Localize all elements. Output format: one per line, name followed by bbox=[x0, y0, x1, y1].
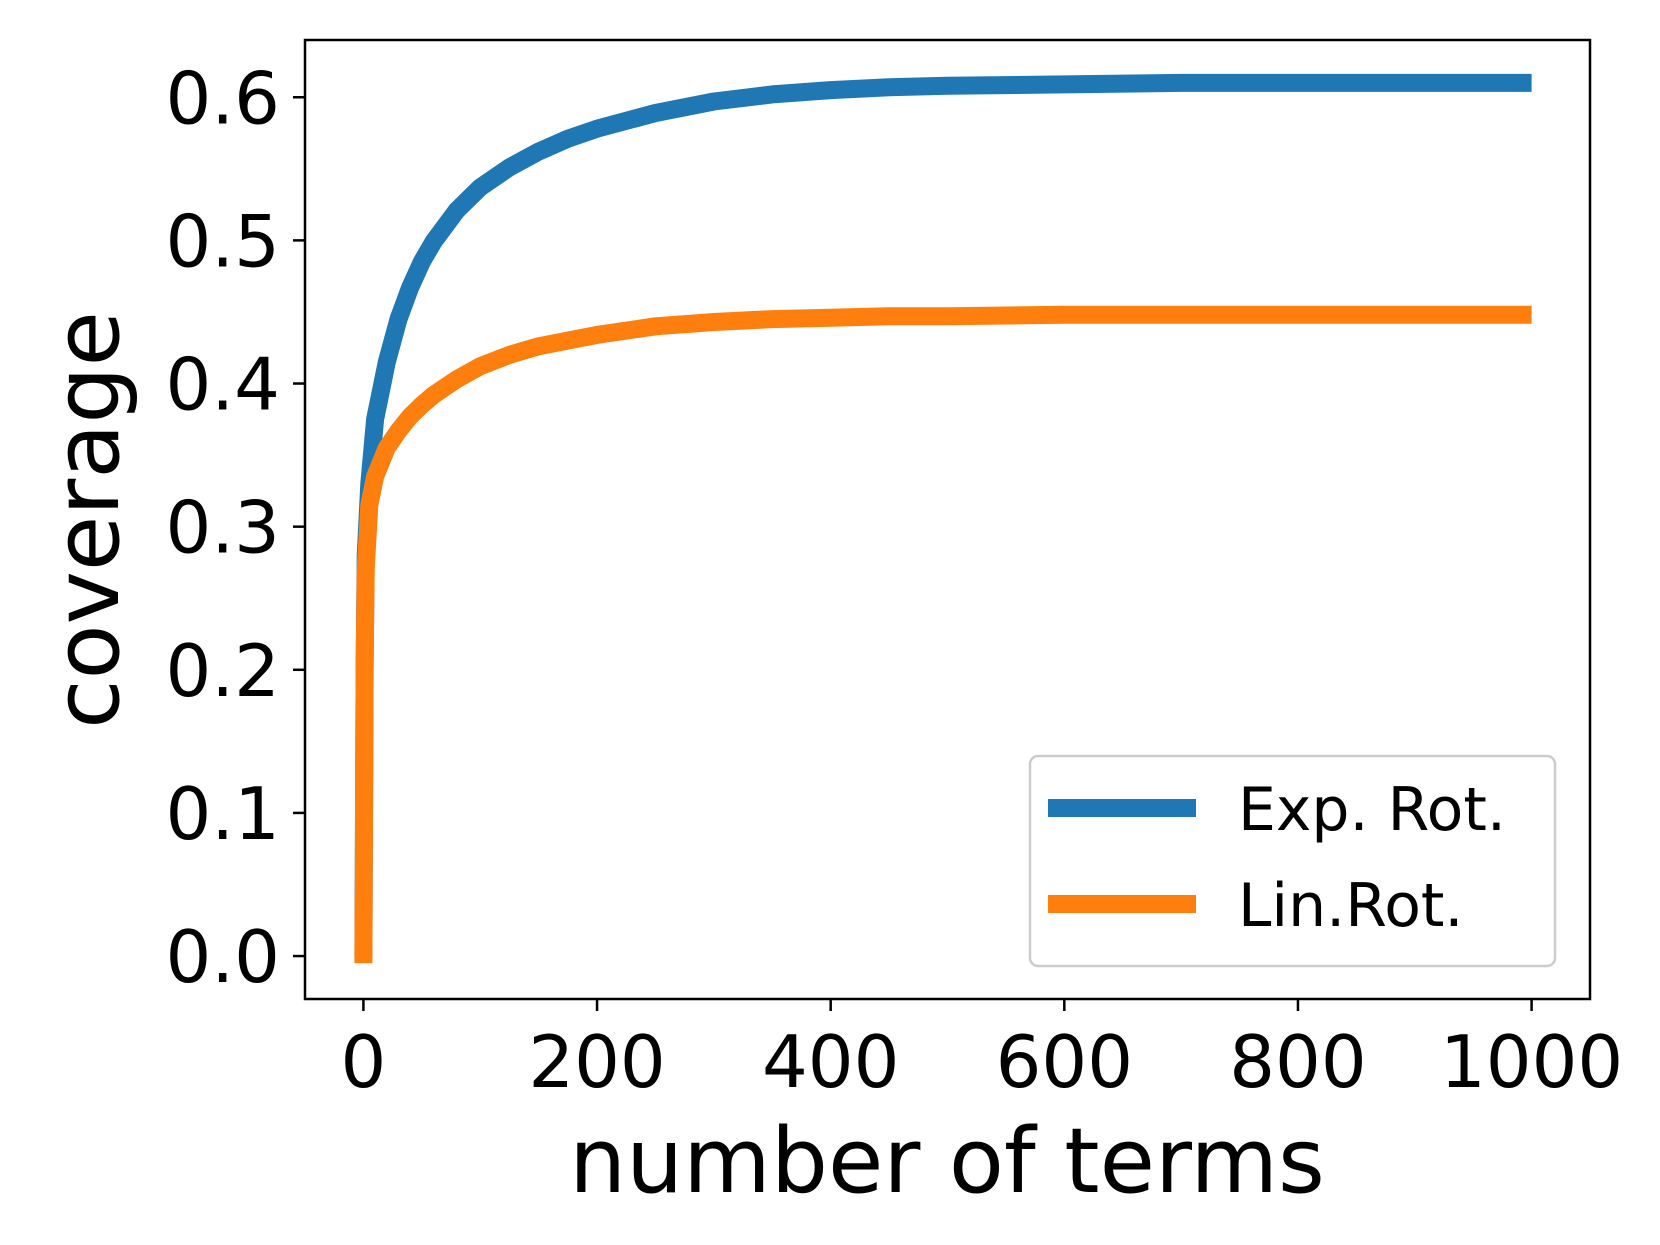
y-tick-label: 0.0 bbox=[165, 915, 280, 999]
y-tick-label: 0.6 bbox=[165, 56, 280, 140]
y-tick-label: 0.1 bbox=[165, 772, 280, 856]
plot-frame bbox=[303, 38, 1592, 1001]
x-tick-label: 600 bbox=[996, 1020, 1133, 1104]
series-line-exp-rot bbox=[354, 73, 1532, 957]
legend-label-exp-rot: Exp. Rot. bbox=[1238, 775, 1506, 845]
y-axis-title: coverage bbox=[35, 311, 140, 729]
x-tick-label: 800 bbox=[1229, 1020, 1366, 1104]
legend: Exp. Rot. Lin.Rot. bbox=[1028, 754, 1557, 968]
x-axis-title: number of terms bbox=[569, 1109, 1325, 1214]
x-tick-label: 1000 bbox=[1440, 1020, 1623, 1104]
legend-label-lin-rot: Lin.Rot. bbox=[1238, 871, 1464, 941]
x-tick-label: 200 bbox=[528, 1020, 665, 1104]
y-tick-label: 0.5 bbox=[165, 199, 280, 283]
y-tick-label: 0.2 bbox=[165, 629, 280, 713]
y-ticks: 0.0 0.1 0.2 0.3 0.4 0.5 0.6 bbox=[165, 56, 305, 999]
series-line-lin-rot bbox=[354, 305, 1532, 964]
x-tick-label: 400 bbox=[762, 1020, 899, 1104]
y-tick-label: 0.4 bbox=[165, 343, 280, 427]
x-tick-label: 0 bbox=[341, 1020, 387, 1104]
y-tick-label: 0.3 bbox=[165, 486, 280, 570]
x-ticks: 0 200 400 600 800 1000 bbox=[341, 999, 1623, 1104]
series-layer bbox=[354, 73, 1532, 964]
